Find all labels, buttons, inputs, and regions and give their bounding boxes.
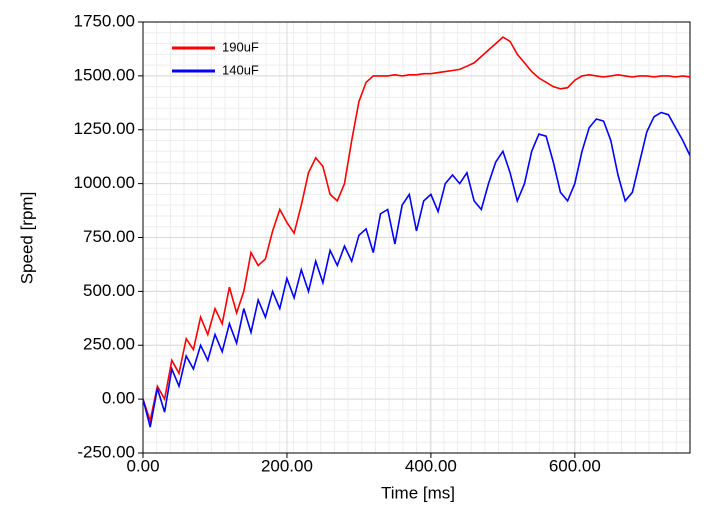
line-series xyxy=(142,111,691,428)
y-tick-label: 1500.00 xyxy=(74,65,135,84)
y-tick-label: 1000.00 xyxy=(74,173,135,192)
y-tick-label: 1750.00 xyxy=(74,11,135,30)
x-tick-label: 200.00 xyxy=(261,456,313,475)
y-tick-label: -250.00 xyxy=(77,442,135,461)
legend-label: 190uF xyxy=(222,39,259,54)
plot-frame xyxy=(142,21,691,454)
x-axis-label: Time [ms] xyxy=(381,483,455,502)
legend-label: 140uF xyxy=(222,62,259,77)
y-axis-label: Speed [rpm] xyxy=(17,192,36,285)
y-tick-label: 1250.00 xyxy=(74,119,135,138)
x-tick-label: 600.00 xyxy=(549,456,601,475)
y-tick-label: 250.00 xyxy=(83,335,135,354)
y-tick-label: 500.00 xyxy=(83,281,135,300)
x-tick-label: 400.00 xyxy=(405,456,457,475)
y-tick-label: 750.00 xyxy=(83,227,135,246)
x-tick-label: 0.00 xyxy=(126,456,159,475)
line-series xyxy=(142,36,691,424)
y-tick-label: 0.00 xyxy=(102,389,135,408)
